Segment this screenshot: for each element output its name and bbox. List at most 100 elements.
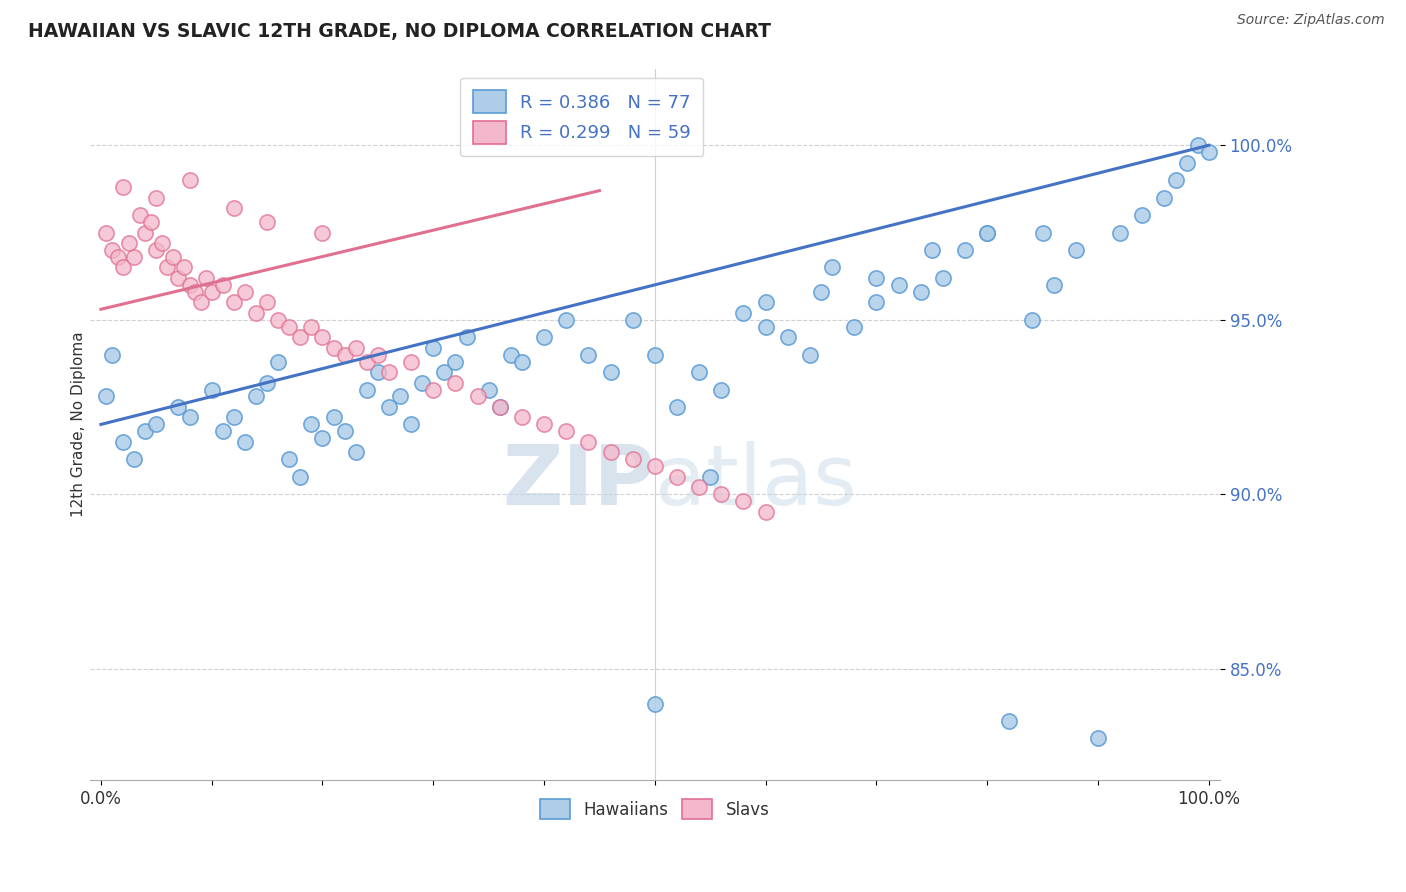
Point — [576, 348, 599, 362]
Point — [621, 452, 644, 467]
Point — [755, 295, 778, 310]
Legend: Hawaiians, Slavs: Hawaiians, Slavs — [534, 793, 776, 825]
Point — [699, 469, 721, 483]
Point — [267, 354, 290, 368]
Text: atlas: atlas — [655, 441, 856, 522]
Point — [799, 348, 821, 362]
Point — [510, 354, 533, 368]
Point — [1109, 226, 1132, 240]
Point — [621, 312, 644, 326]
Point — [1187, 138, 1209, 153]
Point — [688, 480, 710, 494]
Point — [311, 226, 333, 240]
Point — [1042, 277, 1064, 292]
Point — [211, 425, 233, 439]
Point — [101, 243, 124, 257]
Point — [256, 215, 278, 229]
Point — [844, 319, 866, 334]
Point — [145, 191, 167, 205]
Point — [976, 226, 998, 240]
Point — [399, 417, 422, 432]
Point — [555, 312, 578, 326]
Text: ZIP: ZIP — [502, 441, 655, 522]
Point — [299, 417, 322, 432]
Point — [666, 400, 689, 414]
Point — [278, 452, 301, 467]
Point — [953, 243, 976, 257]
Point — [290, 330, 312, 344]
Point — [322, 410, 344, 425]
Point — [222, 295, 245, 310]
Point — [887, 277, 910, 292]
Point — [810, 285, 832, 299]
Point — [1032, 226, 1054, 240]
Point — [233, 285, 256, 299]
Point — [128, 208, 150, 222]
Point — [433, 365, 456, 379]
Point — [179, 173, 201, 187]
Point — [167, 271, 190, 285]
Point — [333, 348, 356, 362]
Point — [134, 425, 156, 439]
Point — [1175, 155, 1198, 169]
Point — [733, 306, 755, 320]
Point — [201, 285, 224, 299]
Point — [865, 295, 887, 310]
Point — [510, 410, 533, 425]
Point — [755, 319, 778, 334]
Point — [1130, 208, 1153, 222]
Point — [755, 505, 778, 519]
Point — [865, 271, 887, 285]
Point — [1164, 173, 1187, 187]
Point — [156, 260, 179, 275]
Point — [256, 376, 278, 390]
Point — [162, 250, 184, 264]
Point — [422, 341, 444, 355]
Point — [456, 330, 478, 344]
Point — [278, 319, 301, 334]
Point — [179, 277, 201, 292]
Point — [344, 341, 367, 355]
Point — [222, 410, 245, 425]
Point — [1153, 191, 1175, 205]
Point — [921, 243, 943, 257]
Point — [644, 697, 666, 711]
Point — [533, 330, 555, 344]
Point — [1198, 145, 1220, 160]
Point — [299, 319, 322, 334]
Point — [367, 348, 389, 362]
Point — [533, 417, 555, 432]
Point — [190, 295, 212, 310]
Point — [195, 271, 218, 285]
Point — [998, 714, 1021, 728]
Point — [644, 348, 666, 362]
Point — [399, 354, 422, 368]
Point — [107, 250, 129, 264]
Point — [256, 295, 278, 310]
Point — [122, 250, 145, 264]
Point — [101, 348, 124, 362]
Point — [976, 226, 998, 240]
Point — [710, 383, 733, 397]
Point — [356, 354, 378, 368]
Point — [422, 383, 444, 397]
Point — [117, 235, 139, 250]
Point — [179, 410, 201, 425]
Point — [378, 400, 401, 414]
Point — [201, 383, 224, 397]
Point — [311, 431, 333, 445]
Point — [267, 312, 290, 326]
Point — [122, 452, 145, 467]
Point — [499, 348, 522, 362]
Point — [378, 365, 401, 379]
Point — [112, 434, 135, 449]
Point — [150, 235, 173, 250]
Point — [1021, 312, 1043, 326]
Point — [367, 365, 389, 379]
Point — [167, 400, 190, 414]
Point — [444, 354, 467, 368]
Point — [932, 271, 955, 285]
Point — [134, 226, 156, 240]
Point — [444, 376, 467, 390]
Point — [599, 365, 621, 379]
